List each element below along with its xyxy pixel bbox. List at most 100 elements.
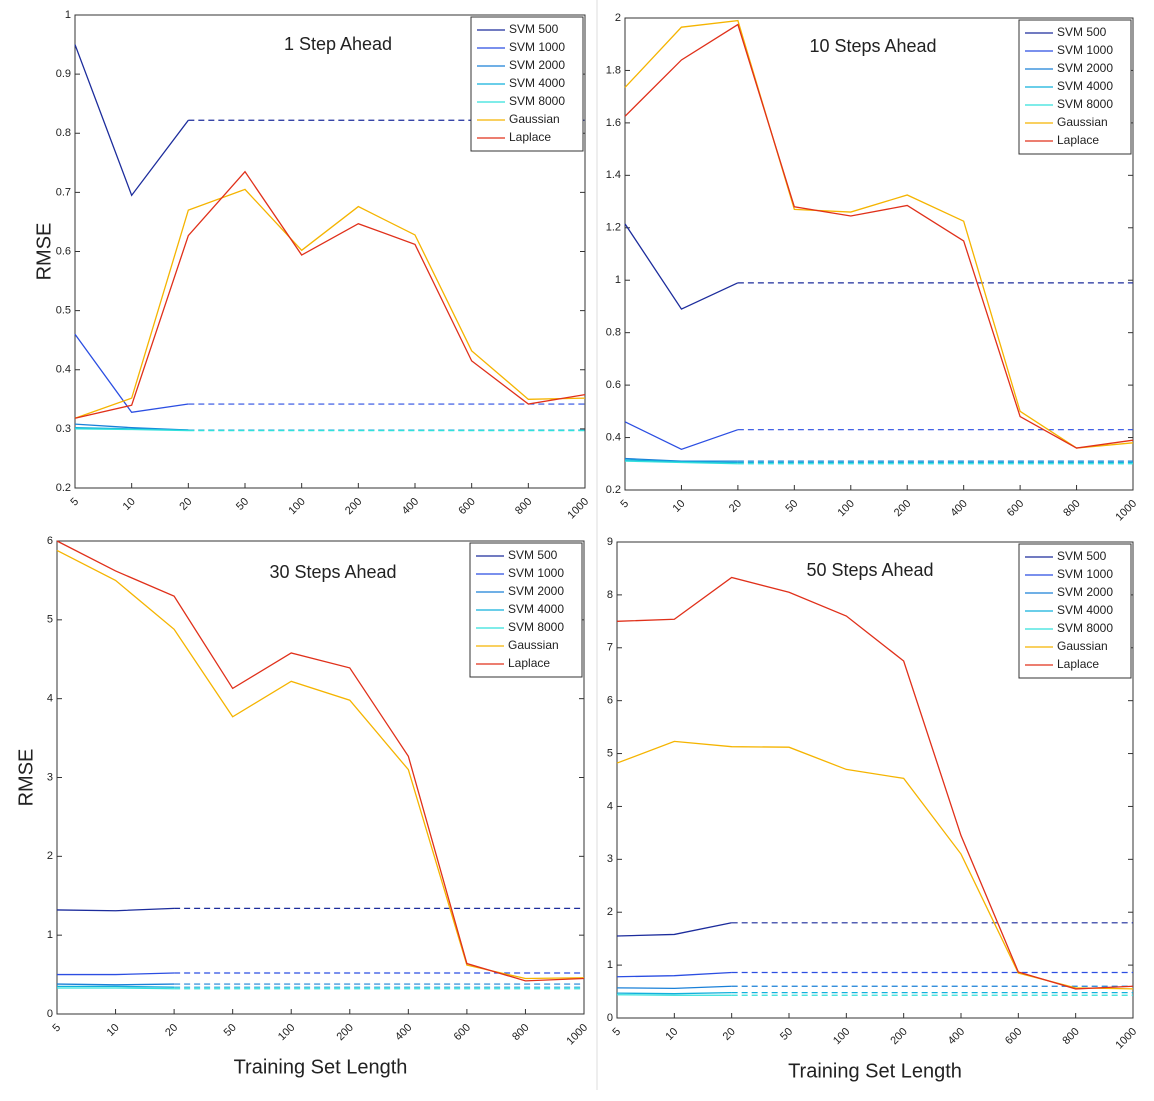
legend-label: Laplace <box>509 130 551 144</box>
y-tick-label: 1.2 <box>606 222 621 234</box>
x-tick-label: 200 <box>343 496 364 517</box>
x-tick-label: 800 <box>510 1022 531 1043</box>
legend-label: Laplace <box>508 656 550 670</box>
x-tick-label: 50 <box>783 498 800 515</box>
x-axis-label: Training Set Length <box>234 1056 408 1078</box>
x-tick-label: 5 <box>50 1022 63 1035</box>
legend-label: SVM 4000 <box>1057 603 1113 617</box>
y-tick-label: 6 <box>607 695 613 707</box>
series-line <box>616 971 732 978</box>
y-tick-label: 0.5 <box>56 305 71 317</box>
legend-label: Gaussian <box>1057 115 1108 129</box>
x-tick-label: 50 <box>778 1026 795 1043</box>
y-tick-label: 0.4 <box>606 431 621 443</box>
series-line <box>57 985 175 988</box>
series-line <box>616 991 732 995</box>
chart-title: 1 Step Ahead <box>284 34 392 54</box>
y-tick-label: 3 <box>607 853 613 865</box>
series-line <box>74 428 189 432</box>
x-tick-label: 800 <box>513 496 534 517</box>
y-tick-label: 0.7 <box>56 186 71 198</box>
legend-label: SVM 8000 <box>1057 621 1113 635</box>
chart-title: 10 Steps Ahead <box>809 36 936 56</box>
x-tick-label: 10 <box>670 498 687 515</box>
y-tick-label: 8 <box>607 589 613 601</box>
y-tick-label: 0.9 <box>56 68 71 80</box>
y-tick-label: 4 <box>47 693 53 705</box>
series-line <box>624 23 1134 449</box>
x-tick-label: 100 <box>286 496 307 517</box>
x-tick-label: 10 <box>105 1022 122 1039</box>
y-axis-label: RMSE <box>15 749 37 807</box>
legend-label: SVM 2000 <box>1057 61 1113 75</box>
x-tick-label: 600 <box>1003 1026 1024 1047</box>
y-tick-label: 2 <box>607 906 613 918</box>
y-tick-label: 0.2 <box>56 482 71 494</box>
x-tick-label: 1000 <box>1113 498 1139 524</box>
series-line <box>57 972 175 976</box>
x-tick-label: 50 <box>222 1022 239 1039</box>
series-line <box>624 421 739 451</box>
y-tick-label: 0.4 <box>56 364 71 376</box>
y-tick-label: 1 <box>47 929 53 941</box>
chart-title: 50 Steps Ahead <box>806 560 933 580</box>
y-tick-label: 3 <box>47 771 53 783</box>
x-tick-label: 400 <box>400 496 421 517</box>
legend-label: SVM 500 <box>509 22 559 36</box>
x-tick-label: 200 <box>334 1022 355 1043</box>
legend-label: SVM 1000 <box>508 566 564 580</box>
y-tick-label: 0.2 <box>606 484 621 496</box>
x-tick-label: 20 <box>727 498 744 515</box>
legend-label: SVM 1000 <box>509 40 565 54</box>
series-line <box>624 459 738 464</box>
y-tick-label: 5 <box>47 614 53 626</box>
y-tick-label: 1 <box>607 959 613 971</box>
legend-label: Gaussian <box>509 112 560 126</box>
y-tick-label: 0 <box>607 1012 613 1024</box>
legend-label: SVM 2000 <box>509 58 565 72</box>
y-tick-label: 1.6 <box>606 117 621 129</box>
y-tick-label: 9 <box>607 536 613 548</box>
x-tick-label: 100 <box>831 1026 852 1047</box>
legend-label: SVM 1000 <box>1057 567 1113 581</box>
legend-label: SVM 4000 <box>509 76 565 90</box>
y-tick-label: 0.8 <box>56 127 71 139</box>
y-tick-label: 1.8 <box>606 64 621 76</box>
legend-label: SVM 500 <box>508 548 558 562</box>
legend-label: Laplace <box>1057 657 1099 671</box>
series-line <box>624 223 739 310</box>
x-axis-label: Training Set Length <box>788 1060 962 1082</box>
legend-label: SVM 4000 <box>1057 79 1113 93</box>
series-line <box>616 985 732 990</box>
series-line <box>624 460 738 465</box>
y-tick-label: 0.6 <box>56 245 71 257</box>
series-line <box>74 188 586 419</box>
y-tick-label: 0.6 <box>606 379 621 391</box>
y-tick-label: 2 <box>615 12 621 24</box>
x-tick-label: 800 <box>1060 1026 1081 1047</box>
series-line <box>624 19 1134 449</box>
x-tick-label: 5 <box>618 498 631 511</box>
x-tick-label: 600 <box>452 1022 473 1043</box>
series-line <box>74 44 189 197</box>
legend-label: SVM 2000 <box>508 584 564 598</box>
x-tick-label: 100 <box>276 1022 297 1043</box>
y-tick-label: 0.3 <box>56 423 71 435</box>
y-tick-label: 0.8 <box>606 327 621 339</box>
x-tick-label: 400 <box>948 498 969 519</box>
x-tick-label: 20 <box>163 1022 180 1039</box>
legend-label: SVM 1000 <box>1057 43 1113 57</box>
x-tick-label: 1000 <box>1113 1026 1139 1052</box>
series-line <box>56 907 175 912</box>
legend-label: Gaussian <box>508 638 559 652</box>
series-line <box>57 987 175 990</box>
legend-label: SVM 2000 <box>1057 585 1113 599</box>
x-tick-label: 10 <box>121 496 138 513</box>
legend-label: SVM 8000 <box>509 94 565 108</box>
x-tick-label: 20 <box>177 496 194 513</box>
y-tick-label: 1 <box>65 9 71 21</box>
x-tick-label: 200 <box>888 1026 909 1047</box>
x-tick-label: 10 <box>663 1026 680 1043</box>
y-tick-label: 0 <box>47 1008 53 1020</box>
x-tick-label: 400 <box>946 1026 967 1047</box>
